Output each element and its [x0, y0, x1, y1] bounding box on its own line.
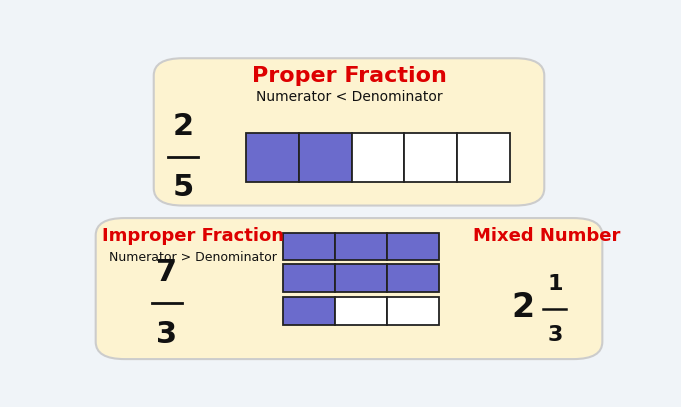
Bar	[335, 297, 387, 325]
Bar	[283, 297, 335, 325]
Text: 2: 2	[511, 291, 535, 324]
Bar	[335, 264, 387, 292]
Bar	[405, 133, 457, 182]
Text: Proper Fraction: Proper Fraction	[251, 66, 447, 86]
Text: Numerator < Denominator: Numerator < Denominator	[255, 90, 443, 103]
Text: Numerator > Denominator: Numerator > Denominator	[110, 251, 277, 264]
Text: 1: 1	[547, 274, 563, 294]
Text: 3: 3	[547, 325, 563, 345]
Bar	[299, 133, 351, 182]
Bar	[387, 233, 439, 260]
Text: 2: 2	[172, 112, 193, 140]
Bar	[283, 233, 335, 260]
FancyBboxPatch shape	[154, 58, 544, 206]
Text: Mixed Number: Mixed Number	[473, 228, 620, 245]
Text: 5: 5	[172, 173, 193, 202]
Bar	[387, 297, 439, 325]
Bar	[351, 133, 405, 182]
Bar	[457, 133, 510, 182]
Text: 7: 7	[157, 258, 178, 287]
Bar	[246, 133, 299, 182]
Bar	[335, 233, 387, 260]
Text: 3: 3	[157, 320, 178, 349]
Bar	[387, 264, 439, 292]
Text: Improper Fraction: Improper Fraction	[102, 228, 285, 245]
Bar	[283, 264, 335, 292]
FancyBboxPatch shape	[95, 218, 602, 359]
